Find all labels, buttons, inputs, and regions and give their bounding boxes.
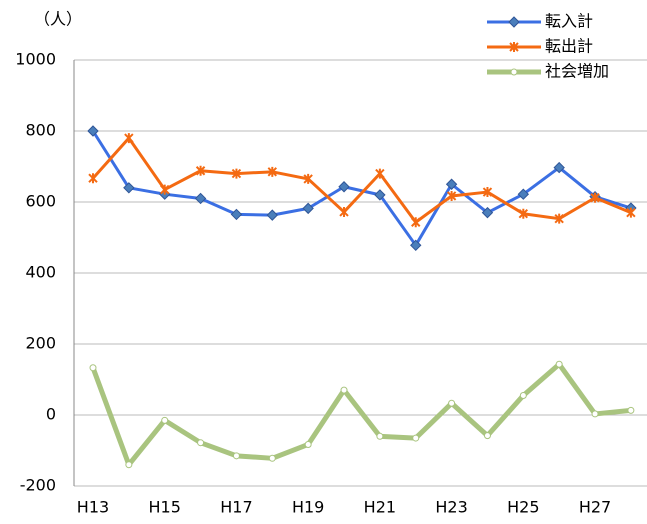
marker (517, 188, 530, 200)
y-unit-label: （人） (34, 10, 82, 29)
x-tick-label: H19 (292, 498, 324, 517)
marker (125, 461, 133, 469)
marker (338, 181, 350, 193)
x-tick-label: H23 (435, 498, 467, 517)
marker (446, 190, 457, 201)
marker (412, 434, 420, 442)
marker (232, 452, 240, 460)
y-tick-label: 200 (25, 334, 56, 353)
marker (626, 207, 636, 218)
x-tick-label: H13 (77, 498, 109, 517)
legend-label: 社会増加 (545, 62, 609, 81)
marker (266, 209, 279, 221)
marker (160, 184, 170, 195)
series-line (90, 361, 632, 468)
y-tick-label: 600 (25, 192, 56, 211)
marker (508, 16, 520, 28)
marker (230, 208, 243, 221)
marker (448, 399, 456, 407)
legend-label: 転入計 (545, 12, 593, 31)
marker (88, 173, 98, 184)
x-tick-label: H15 (149, 498, 181, 517)
marker (627, 406, 635, 414)
marker (590, 192, 600, 203)
series-line (91, 136, 632, 224)
marker (519, 391, 527, 399)
marker (554, 213, 564, 224)
marker (197, 439, 205, 447)
marker (339, 206, 349, 217)
marker (481, 206, 494, 219)
marker (411, 217, 421, 228)
marker (376, 432, 384, 440)
legend-label: 転出計 (545, 37, 593, 56)
marker (87, 125, 99, 137)
marker (302, 202, 314, 215)
x-tick-label: H21 (364, 498, 396, 517)
marker (518, 208, 529, 219)
marker (123, 182, 135, 194)
y-tick-label: 1000 (15, 50, 56, 69)
marker (374, 189, 386, 201)
x-tick-label: H27 (579, 498, 611, 517)
marker (445, 178, 458, 190)
marker (304, 440, 312, 448)
marker (161, 416, 169, 424)
marker (591, 410, 599, 418)
marker (124, 133, 134, 144)
y-tick-label: 0 (46, 405, 56, 424)
x-tick-label: H25 (507, 498, 539, 517)
marker (89, 364, 97, 372)
y-tick-label: 800 (25, 121, 56, 140)
marker (340, 386, 348, 394)
marker (510, 68, 518, 76)
marker (194, 192, 207, 205)
marker (555, 360, 563, 368)
series-line (91, 130, 632, 247)
marker (509, 42, 519, 52)
marker (375, 168, 385, 179)
marker (195, 165, 206, 176)
marker (267, 166, 278, 177)
x-tick-label: H17 (220, 498, 252, 517)
marker (483, 432, 491, 440)
marker (268, 454, 276, 462)
y-tick-label: 400 (25, 263, 56, 282)
marker (410, 239, 422, 252)
marker (553, 161, 565, 174)
marker (231, 168, 242, 179)
marker (303, 173, 313, 184)
marker (482, 187, 493, 198)
y-tick-label: -200 (20, 476, 56, 495)
